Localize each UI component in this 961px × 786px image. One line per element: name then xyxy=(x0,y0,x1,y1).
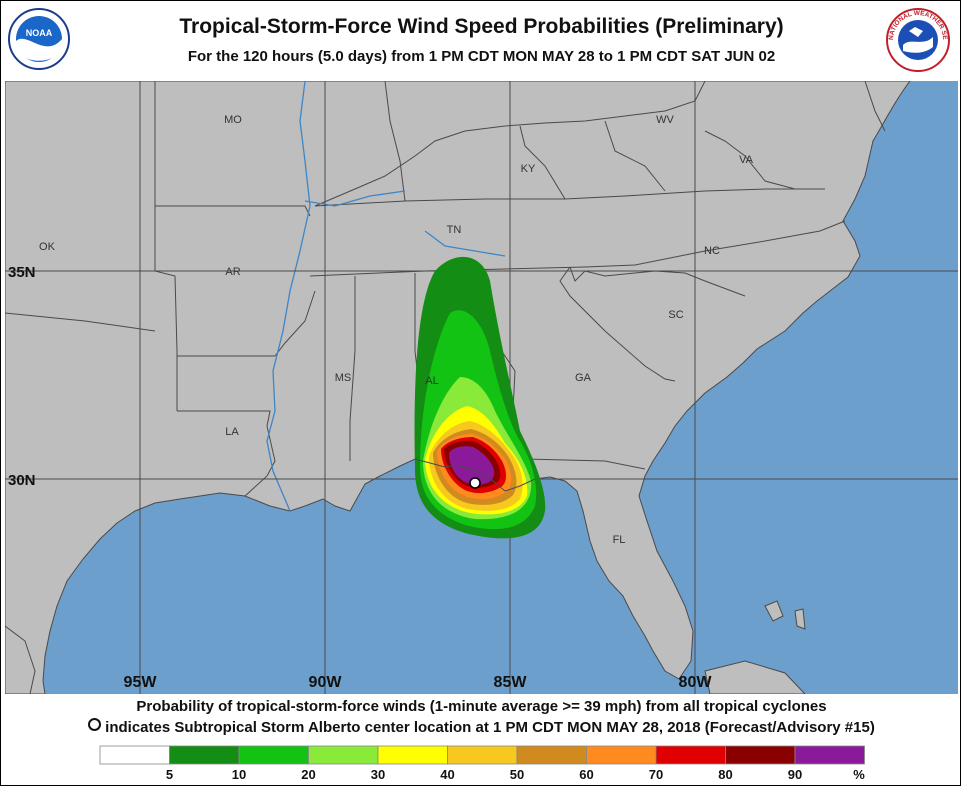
legend-swatch xyxy=(308,745,379,765)
legend-swatch xyxy=(725,745,796,765)
legend-swatch xyxy=(586,745,657,765)
state-label: AR xyxy=(225,266,240,278)
legend-swatch xyxy=(516,745,587,765)
legend-label: 20 xyxy=(301,767,315,782)
legend-label: 80 xyxy=(718,767,732,782)
legend-label: 70 xyxy=(649,767,663,782)
footer-storm-note: indicates Subtropical Storm Alberto cent… xyxy=(1,718,961,736)
state-label: SC xyxy=(668,309,683,321)
state-label: OK xyxy=(39,241,56,253)
legend-label: 50 xyxy=(510,767,524,782)
state-label: KY xyxy=(521,163,536,175)
state-label: FL xyxy=(613,534,626,546)
footer-description: Probability of tropical-storm-force wind… xyxy=(136,698,827,715)
page-title: Tropical-Storm-Force Wind Speed Probabil… xyxy=(179,15,784,38)
legend-swatch xyxy=(447,745,518,765)
state-label: VA xyxy=(739,154,754,166)
header: NOAA Tropical-Storm-Force Wind Speed Pro… xyxy=(1,1,961,79)
legend-label: 30 xyxy=(371,767,385,782)
footer: Probability of tropical-storm-force wind… xyxy=(1,696,961,786)
longitude-label: 85W xyxy=(494,674,528,691)
rivers xyxy=(266,81,506,512)
state-borders xyxy=(5,81,886,497)
probability-swath xyxy=(414,256,546,539)
coastline-overlay xyxy=(414,458,536,492)
legend-labels: 5 10 20 30 40 50 60 70 80 90 xyxy=(166,767,802,782)
state-label: LA xyxy=(225,426,239,438)
prob-90-100 xyxy=(449,446,495,485)
state-label: WV xyxy=(656,114,674,126)
state-label: NC xyxy=(704,245,720,257)
noaa-logo-text: NOAA xyxy=(26,28,53,38)
cuba-coast xyxy=(704,660,806,694)
page-subtitle: For the 120 hours (5.0 days) from 1 PM C… xyxy=(187,48,776,65)
state-label: MO xyxy=(224,114,242,126)
state-label: TN xyxy=(447,224,462,236)
state-label: GA xyxy=(575,372,592,384)
legend-label: 90 xyxy=(788,767,802,782)
legend-label: 10 xyxy=(232,767,246,782)
noaa-logo-icon: NOAA xyxy=(8,8,70,70)
bahamas xyxy=(764,600,806,630)
legend-unit: % xyxy=(853,767,865,782)
probability-map: MO KY WV VA OK TN NC AR SC MS AL GA LA F… xyxy=(5,81,958,694)
latitude-label: 30N xyxy=(8,472,36,489)
legend-swatch xyxy=(794,745,865,765)
legend-swatch xyxy=(238,745,309,765)
legend-swatch xyxy=(169,745,240,765)
circle-marker-icon xyxy=(88,718,102,731)
longitude-label: 95W xyxy=(124,674,158,691)
legend-swatch xyxy=(377,745,448,765)
legend-label: 5 xyxy=(166,767,173,782)
legend-swatch xyxy=(655,745,726,765)
legend-swatches xyxy=(99,745,865,765)
legend-swatch xyxy=(99,745,170,765)
footer-storm-text: indicates Subtropical Storm Alberto cent… xyxy=(105,719,875,736)
state-label: AL xyxy=(425,375,438,387)
nws-logo-icon: NATIONAL WEATHER SERVICE xyxy=(885,7,950,72)
longitude-label: 90W xyxy=(309,674,343,691)
mexico-coast xyxy=(5,625,36,694)
longitude-label: 80W xyxy=(679,674,713,691)
state-labels: MO KY WV VA OK TN NC AR SC MS AL GA LA F… xyxy=(39,114,754,546)
storm-center-marker-icon xyxy=(469,477,481,489)
probability-legend: 5 10 20 30 40 50 60 70 80 90 % xyxy=(99,745,865,782)
legend-label: 40 xyxy=(440,767,454,782)
legend-label: 60 xyxy=(579,767,593,782)
state-label: MS xyxy=(335,372,352,384)
latitude-label: 35N xyxy=(8,264,36,281)
